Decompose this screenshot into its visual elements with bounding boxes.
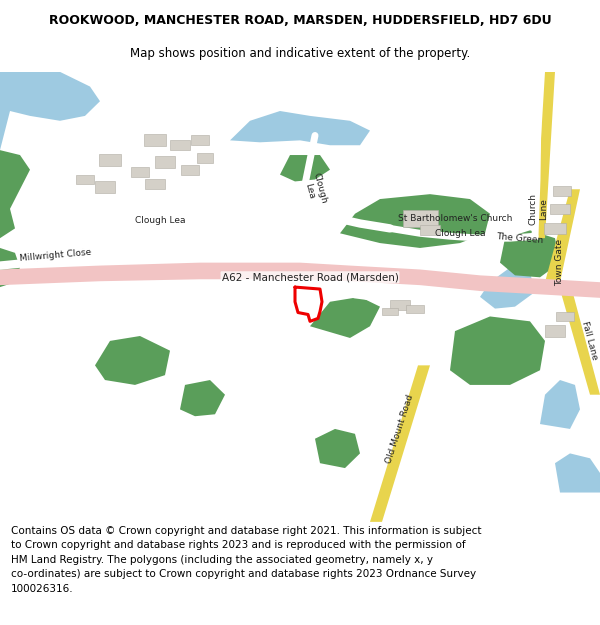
FancyBboxPatch shape [76,174,94,184]
FancyBboxPatch shape [420,226,440,235]
FancyBboxPatch shape [550,204,570,214]
Text: Old Mount Road: Old Mount Road [385,393,415,464]
FancyBboxPatch shape [191,136,209,145]
FancyBboxPatch shape [131,167,149,176]
FancyBboxPatch shape [99,154,121,166]
Text: Church
Lane: Church Lane [528,193,548,225]
FancyBboxPatch shape [145,179,165,189]
FancyBboxPatch shape [181,165,199,174]
Text: Town Gate: Town Gate [556,239,565,286]
Text: Contains OS data © Crown copyright and database right 2021. This information is : Contains OS data © Crown copyright and d… [11,526,481,594]
FancyBboxPatch shape [403,210,437,227]
Text: Fall Lane: Fall Lane [581,321,599,361]
Text: Clough
Lea: Clough Lea [302,171,328,207]
Text: The Green: The Green [496,232,544,245]
FancyBboxPatch shape [553,186,571,196]
Text: Clough Lea: Clough Lea [435,229,485,238]
FancyBboxPatch shape [556,311,574,321]
Text: A62 - Manchester Road (Marsden): A62 - Manchester Road (Marsden) [221,272,398,282]
FancyBboxPatch shape [95,181,115,193]
Text: St Bartholomew's Church: St Bartholomew's Church [398,214,512,223]
FancyBboxPatch shape [144,134,166,146]
Text: Map shows position and indicative extent of the property.: Map shows position and indicative extent… [130,48,470,61]
FancyBboxPatch shape [544,222,566,234]
Text: Millwright Close: Millwright Close [19,248,91,263]
FancyBboxPatch shape [197,153,213,163]
Text: Clough Lea: Clough Lea [135,216,185,225]
Text: ROOKWOOD, MANCHESTER ROAD, MARSDEN, HUDDERSFIELD, HD7 6DU: ROOKWOOD, MANCHESTER ROAD, MARSDEN, HUDD… [49,14,551,27]
FancyBboxPatch shape [170,141,190,150]
FancyBboxPatch shape [155,156,175,168]
FancyBboxPatch shape [545,325,565,337]
FancyBboxPatch shape [406,305,424,312]
FancyBboxPatch shape [382,308,398,316]
FancyBboxPatch shape [390,300,410,309]
